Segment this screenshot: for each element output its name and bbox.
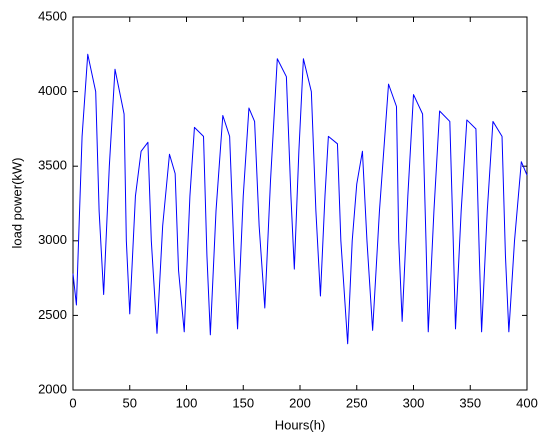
y-tick-label: 4500 [38,8,67,23]
y-tick-label: 3500 [38,158,67,173]
y-tick-label: 2000 [38,381,67,396]
plot-frame [72,16,528,391]
x-tick-label: 200 [289,395,311,410]
x-tick-label: 300 [403,395,425,410]
y-axis-label: load power(kW) [9,157,24,248]
y-tick-label: 3000 [38,232,67,247]
x-tick-label: 100 [176,395,198,410]
x-tick-label: 350 [459,395,481,410]
x-tick-label: 400 [516,395,538,410]
data-line [72,53,528,345]
x-tick-label: 250 [346,395,368,410]
y-tick-label: 2500 [38,307,67,322]
x-tick-label: 0 [69,395,76,410]
x-tick-label: 150 [232,395,254,410]
x-tick-label: 50 [123,395,137,410]
y-tick-label: 4000 [38,83,67,98]
x-axis-label: Hours(h) [275,417,326,432]
